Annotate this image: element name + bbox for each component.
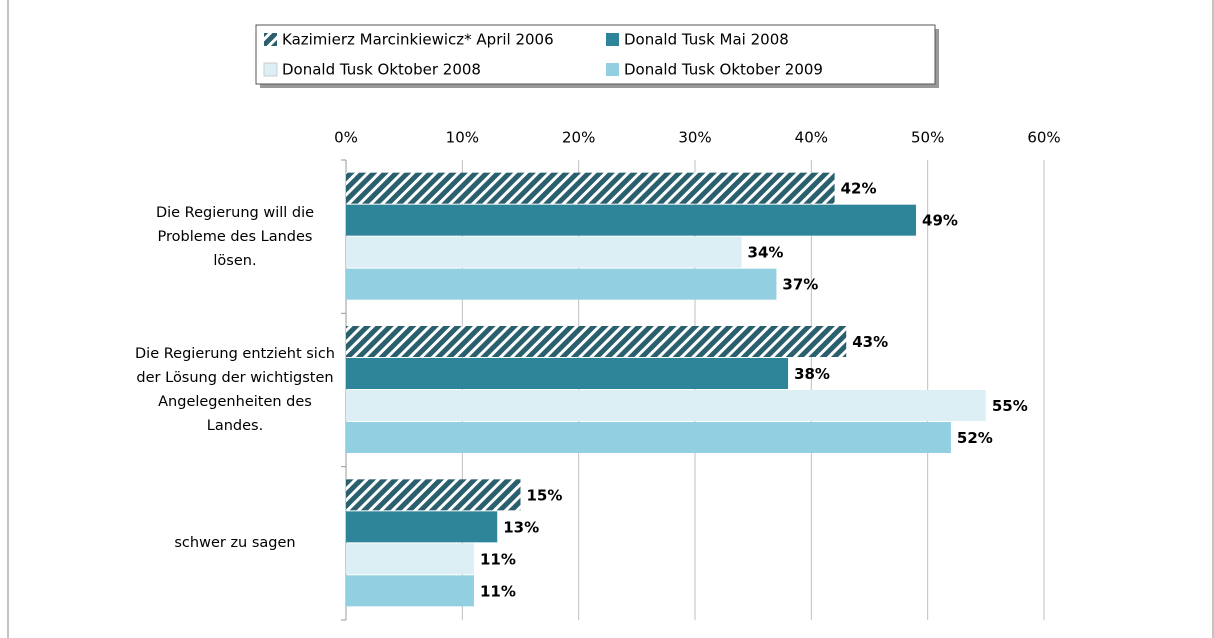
data-label: 49% xyxy=(922,212,958,230)
data-label: 43% xyxy=(852,333,888,351)
data-label: 42% xyxy=(841,180,877,198)
data-label: 34% xyxy=(748,244,784,262)
bar xyxy=(346,390,986,421)
x-tick-label: 40% xyxy=(795,129,828,147)
x-tick-label: 50% xyxy=(911,129,944,147)
legend-swatch xyxy=(263,62,278,77)
legend-label: Kazimierz Marcinkiewicz* April 2006 xyxy=(282,31,554,49)
bar xyxy=(346,326,847,357)
x-tick-label: 60% xyxy=(1027,129,1060,147)
bar xyxy=(346,204,917,236)
data-label: 13% xyxy=(503,518,539,536)
bar xyxy=(346,511,498,543)
y-tick-label: Die Regierung will die Probleme des Land… xyxy=(155,204,315,269)
bar xyxy=(346,268,777,300)
x-tick-label: 20% xyxy=(562,129,595,147)
data-label: 38% xyxy=(794,365,830,383)
data-label: 15% xyxy=(527,486,563,504)
x-tick-label: 0% xyxy=(334,129,358,147)
data-label: 55% xyxy=(992,397,1028,415)
x-tick-label: 10% xyxy=(446,129,479,147)
category-label-box: Die Regierung will die Probleme des Land… xyxy=(155,204,315,269)
legend-swatch xyxy=(264,33,277,46)
y-tick-label: schwer zu sagen xyxy=(174,535,296,552)
bar xyxy=(346,543,474,575)
bar xyxy=(346,358,789,389)
legend-box xyxy=(255,24,936,85)
legend-label: Donald Tusk Oktober 2009 xyxy=(624,61,823,79)
bar xyxy=(346,575,474,607)
legend-label: Donald Tusk Oktober 2008 xyxy=(282,61,481,79)
bar xyxy=(346,236,742,268)
data-label: 11% xyxy=(480,550,516,568)
bar xyxy=(346,422,951,453)
category-label-box: Die Regierung entzieht sich der Lösung d… xyxy=(135,345,335,434)
category-label-box: schwer zu sagen xyxy=(174,535,296,552)
x-tick-label: 30% xyxy=(678,129,711,147)
data-label: 37% xyxy=(782,276,818,294)
data-label: 52% xyxy=(957,429,993,447)
chart-frame xyxy=(7,0,1214,638)
y-tick-label: Die Regierung entzieht sich der Lösung d… xyxy=(135,345,335,434)
legend-label: Donald Tusk Mai 2008 xyxy=(624,31,789,49)
legend-swatch xyxy=(606,63,619,76)
legend-swatch xyxy=(606,33,619,46)
bar xyxy=(346,172,835,204)
data-label: 11% xyxy=(480,582,516,600)
bar xyxy=(346,479,521,511)
